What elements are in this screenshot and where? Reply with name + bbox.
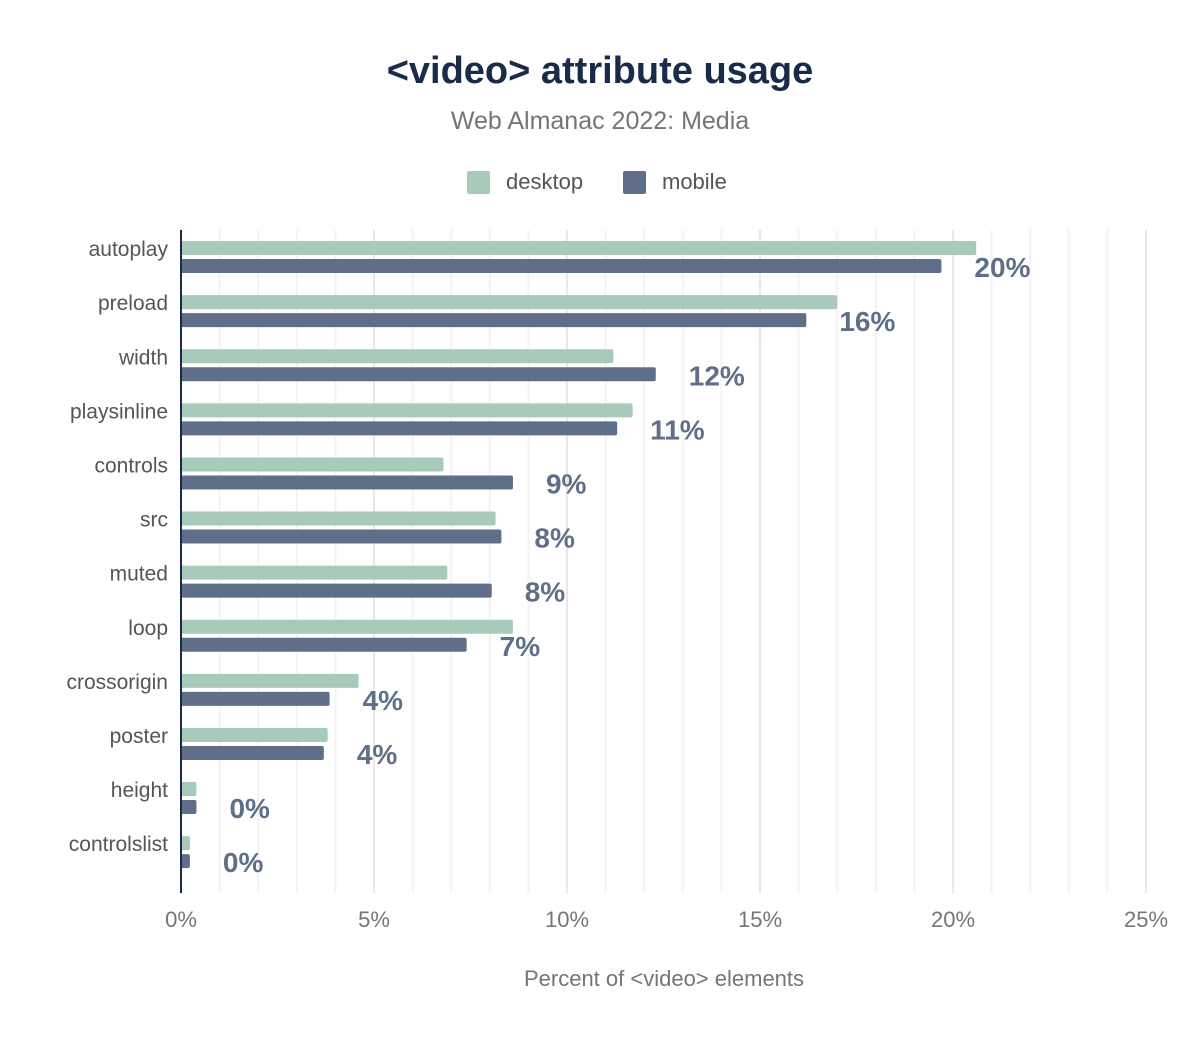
bar-desktop	[181, 511, 496, 526]
bar-mobile	[181, 313, 807, 328]
bar-mobile	[181, 800, 197, 815]
data-label: 12%	[689, 360, 745, 391]
data-label: 11%	[650, 414, 705, 445]
chart-title: <video> attribute usage	[387, 50, 814, 92]
y-tick-label: autoplay	[89, 238, 169, 261]
y-tick-label: crossorigin	[66, 671, 168, 694]
y-tick-label: muted	[110, 563, 168, 586]
y-tick-label: loop	[128, 617, 168, 640]
bar-mobile	[181, 367, 656, 382]
x-axis-label: Percent of <video> elements	[524, 966, 804, 991]
bar-mobile	[181, 529, 502, 544]
x-tick-label: 10%	[545, 907, 589, 932]
bar-desktop	[181, 673, 359, 688]
legend-label-desktop: desktop	[506, 169, 583, 194]
bar-desktop	[181, 619, 513, 634]
bar-desktop	[181, 457, 444, 472]
data-label: 4%	[357, 739, 398, 770]
bar-mobile	[181, 691, 330, 706]
data-label: 8%	[534, 523, 575, 554]
chart-subtitle: Web Almanac 2022: Media	[451, 107, 749, 135]
bar-mobile	[181, 421, 618, 436]
x-tick-label: 0%	[165, 907, 197, 932]
x-tick-label: 25%	[1124, 907, 1168, 932]
x-tick-label: 15%	[738, 907, 782, 932]
y-tick-label: playsinline	[70, 400, 168, 423]
data-label: 0%	[229, 793, 270, 824]
y-tick-label: width	[118, 346, 168, 369]
bar-mobile	[181, 475, 513, 490]
bar-mobile	[181, 745, 324, 760]
y-tick-label: controls	[94, 454, 168, 477]
legend-swatch-desktop	[467, 171, 490, 194]
x-tick-label: 5%	[358, 907, 390, 932]
bar-mobile	[181, 259, 942, 274]
bar-desktop	[181, 727, 328, 742]
y-tick-label: controlslist	[69, 833, 168, 856]
bar-desktop	[181, 836, 190, 851]
x-tick-label: 20%	[931, 907, 975, 932]
y-tick-label: src	[140, 509, 168, 532]
data-label: 9%	[546, 468, 587, 499]
bar-desktop	[181, 403, 633, 418]
y-tick-label: preload	[98, 292, 168, 315]
bar-desktop	[181, 565, 448, 580]
data-label: 4%	[363, 685, 404, 716]
data-label: 20%	[974, 252, 1030, 283]
data-label: 16%	[839, 306, 895, 337]
y-tick-label: poster	[110, 725, 168, 748]
bar-desktop	[181, 295, 838, 310]
y-tick-label: height	[111, 779, 168, 802]
bar-desktop	[181, 349, 614, 364]
data-label: 7%	[500, 631, 541, 662]
legend-swatch-mobile	[623, 171, 646, 194]
legend-label-mobile: mobile	[662, 169, 727, 194]
bar-mobile	[181, 637, 467, 652]
bar-mobile	[181, 854, 190, 869]
bar-desktop	[181, 241, 977, 256]
bar-desktop	[181, 782, 197, 797]
data-label: 0%	[223, 847, 264, 878]
bar-mobile	[181, 583, 492, 598]
data-label: 8%	[525, 577, 566, 608]
